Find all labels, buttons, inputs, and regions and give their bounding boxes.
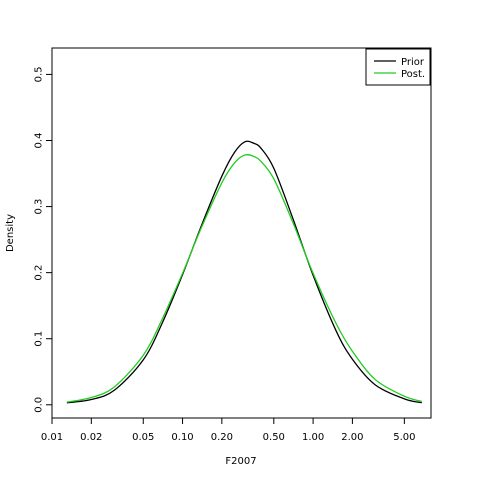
y-tick-label: 0.2: [34, 265, 45, 281]
x-tick-label: 0.20: [211, 432, 233, 443]
series-layer: [66, 140, 422, 404]
plot-frame: [51, 47, 432, 419]
legend-label-prior: Prior: [401, 57, 425, 68]
legend-label-post: Post.: [401, 69, 425, 80]
y-axis: 0.0 0.1 0.2 0.3 0.4 0.5: [34, 66, 52, 413]
y-tick-label: 0.5: [34, 66, 45, 82]
series-line-prior: [66, 140, 422, 404]
x-tick-label: 1.00: [302, 432, 324, 443]
y-tick-label: 0.1: [34, 331, 45, 347]
x-tick-label: 5.00: [393, 432, 415, 443]
x-tick-label: 0.50: [263, 432, 285, 443]
y-tick-label: 0.0: [34, 397, 45, 413]
x-axis: 0.01 0.02 0.05 0.10 0.20 0.50 1.00 2.00 5.00: [41, 418, 415, 443]
legend: Prior Post.: [365, 48, 431, 86]
y-axis-label: Density: [5, 214, 16, 252]
x-tick-label: 0.01: [41, 432, 63, 443]
y-tick-label: 0.4: [34, 133, 45, 149]
y-tick-label: 0.3: [34, 199, 45, 215]
x-tick-label: 2.00: [341, 432, 363, 443]
x-tick-label: 0.10: [171, 432, 193, 443]
legend-box: [365, 48, 431, 86]
x-tick-label: 0.02: [80, 432, 102, 443]
series-line-post: [66, 153, 422, 403]
x-tick-label: 0.05: [132, 432, 154, 443]
x-axis-label: F2007: [225, 456, 256, 467]
